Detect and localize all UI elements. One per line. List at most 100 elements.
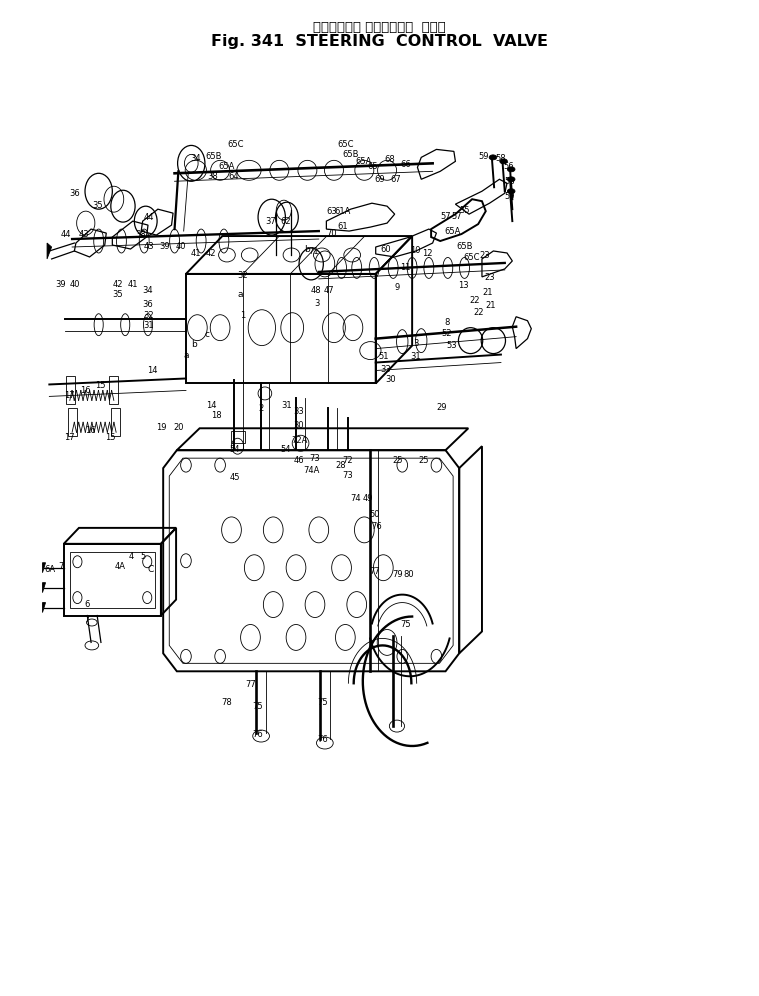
Text: 65A: 65A: [355, 156, 372, 166]
Text: Fig. 341  STEERING  CONTROL  VALVE: Fig. 341 STEERING CONTROL VALVE: [211, 34, 548, 50]
Text: 73: 73: [310, 453, 320, 463]
Text: 52: 52: [442, 329, 452, 339]
Text: 12: 12: [422, 249, 433, 259]
Text: 75: 75: [317, 697, 328, 707]
Text: 14: 14: [206, 400, 216, 410]
Text: 74A: 74A: [303, 465, 320, 475]
Ellipse shape: [507, 188, 515, 193]
Text: 35: 35: [112, 290, 123, 300]
Text: 53: 53: [446, 341, 457, 351]
Text: 31: 31: [143, 321, 154, 331]
Text: 34: 34: [143, 286, 153, 296]
Text: 65B: 65B: [206, 151, 222, 161]
Text: 20: 20: [173, 422, 184, 432]
Text: 14: 14: [147, 366, 158, 375]
Text: 75: 75: [400, 620, 411, 629]
Text: 45: 45: [229, 472, 240, 482]
Text: 7: 7: [84, 615, 90, 624]
Text: ステアリング コントロール  バルブ: ステアリング コントロール バルブ: [313, 21, 446, 35]
Text: 35: 35: [92, 200, 102, 210]
Text: 10: 10: [410, 246, 420, 256]
Text: 42: 42: [206, 249, 216, 259]
Text: 33: 33: [294, 406, 304, 416]
Bar: [66, 376, 75, 404]
Text: 44: 44: [143, 212, 154, 222]
Text: 39: 39: [55, 280, 66, 290]
Text: 65B: 65B: [342, 149, 359, 159]
Text: 63: 63: [326, 206, 337, 216]
Text: 3: 3: [413, 339, 419, 349]
Text: 77: 77: [369, 567, 380, 577]
Text: 15: 15: [95, 380, 106, 390]
Text: 41: 41: [128, 280, 138, 290]
Polygon shape: [47, 243, 52, 259]
Text: 36: 36: [143, 300, 153, 310]
Text: 65C: 65C: [337, 139, 354, 149]
Text: 8: 8: [444, 318, 450, 328]
Text: 4A: 4A: [115, 562, 125, 572]
Text: 7: 7: [58, 562, 64, 572]
Text: 78: 78: [221, 697, 231, 707]
Text: 22: 22: [474, 308, 484, 318]
Text: 13: 13: [458, 281, 468, 291]
Ellipse shape: [507, 166, 515, 171]
Text: 30: 30: [385, 374, 395, 384]
Text: 31: 31: [281, 400, 291, 410]
Text: 59: 59: [505, 191, 515, 201]
Ellipse shape: [499, 159, 507, 164]
Text: 11: 11: [400, 263, 411, 273]
Text: 49: 49: [363, 494, 373, 504]
Text: 65B: 65B: [456, 241, 473, 251]
Text: 65C: 65C: [227, 139, 244, 149]
Text: 58: 58: [496, 153, 506, 163]
Text: 73: 73: [342, 470, 353, 480]
Text: 64: 64: [228, 171, 239, 181]
Text: 65: 65: [367, 161, 378, 171]
Text: 29: 29: [436, 402, 447, 412]
Text: 77: 77: [245, 679, 256, 689]
Text: 15: 15: [105, 432, 115, 442]
Text: 5: 5: [141, 552, 146, 562]
Text: 60: 60: [380, 245, 391, 255]
Text: 59: 59: [478, 151, 489, 161]
Text: 72: 72: [342, 455, 353, 465]
Ellipse shape: [507, 177, 515, 182]
Text: 18: 18: [211, 410, 222, 420]
Text: 65A: 65A: [444, 226, 461, 236]
Text: 4: 4: [129, 552, 134, 562]
Text: 6A: 6A: [45, 565, 55, 575]
Text: 21: 21: [486, 301, 496, 311]
Text: 61: 61: [337, 221, 348, 231]
Text: 40: 40: [175, 241, 186, 251]
Text: 23: 23: [479, 251, 490, 261]
Text: 17: 17: [65, 390, 75, 400]
Text: b: b: [191, 340, 197, 350]
Bar: [111, 408, 120, 436]
Text: 16: 16: [80, 385, 91, 395]
Text: 37: 37: [265, 216, 276, 226]
Text: 32: 32: [143, 311, 154, 321]
Bar: [68, 408, 77, 436]
Text: 25: 25: [418, 455, 429, 465]
Text: 72A: 72A: [291, 435, 307, 445]
Text: 79: 79: [392, 570, 403, 580]
Text: 38: 38: [135, 229, 146, 239]
Text: 43: 43: [78, 229, 89, 239]
Text: 22: 22: [470, 296, 480, 306]
Text: 48: 48: [310, 286, 321, 296]
Text: 32: 32: [238, 271, 248, 281]
Text: 38: 38: [207, 171, 218, 181]
Text: 55: 55: [459, 205, 470, 215]
Text: 57: 57: [452, 211, 462, 221]
Text: 43: 43: [143, 241, 154, 251]
Text: 47: 47: [324, 286, 335, 296]
Text: 19: 19: [156, 422, 167, 432]
Text: 56: 56: [503, 161, 514, 171]
Text: a: a: [237, 290, 243, 300]
Text: 41: 41: [191, 249, 201, 259]
Text: 25: 25: [392, 455, 403, 465]
Text: 58: 58: [505, 176, 515, 186]
Text: a: a: [184, 351, 190, 361]
Text: 76: 76: [371, 522, 382, 532]
Text: 74: 74: [350, 494, 361, 504]
